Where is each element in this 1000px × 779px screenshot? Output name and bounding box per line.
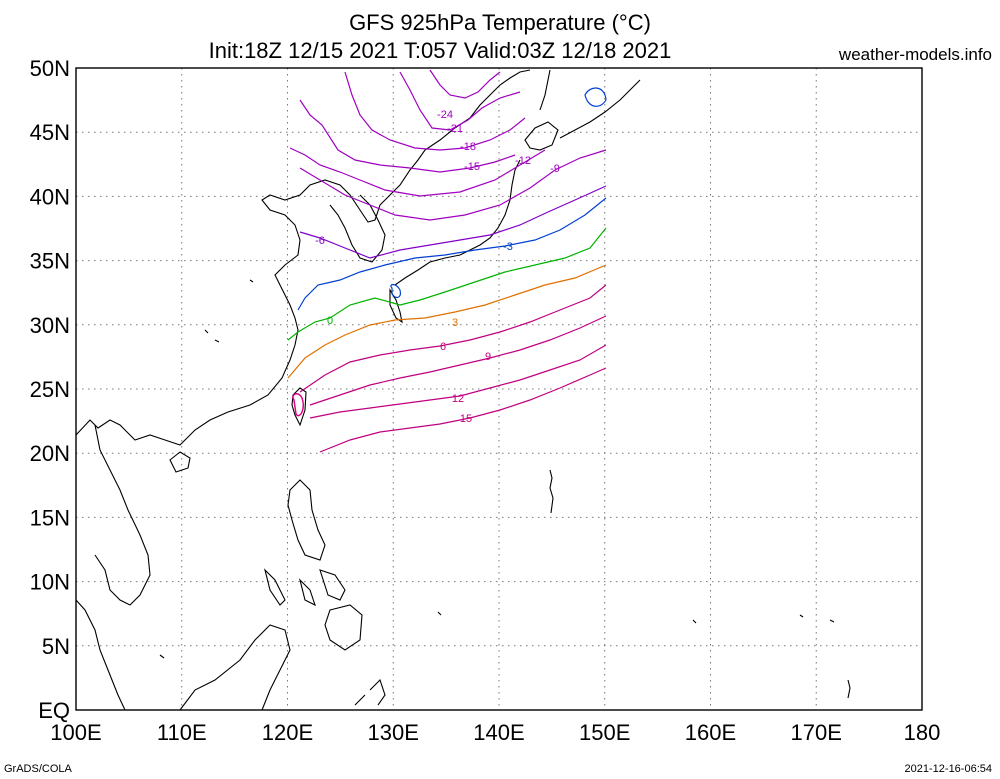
coastline-sulawesi — [354, 678, 386, 706]
map-title: GFS 925hPa Temperature (°C) — [349, 10, 651, 35]
contour-line — [299, 284, 607, 393]
contour-line — [299, 185, 607, 259]
coastline-sakhalin-kuril — [539, 69, 641, 139]
footer-timestamp: 2021-12-16-06:54 — [904, 763, 992, 775]
contour-kyushu-closed — [390, 283, 401, 299]
lat-tick-label: EQ — [38, 698, 70, 723]
lon-tick-label: 100E — [50, 720, 101, 745]
contour-taiwan-closed — [292, 393, 305, 417]
contour-line — [299, 99, 516, 173]
contour-label: -3 — [503, 241, 513, 253]
coastline-small-islands — [159, 279, 851, 699]
footer-software: GrADS/COLA — [4, 763, 72, 775]
lon-tick-label: 120E — [262, 720, 313, 745]
coastline-taiwan — [291, 387, 307, 427]
contour-label: 6 — [440, 341, 446, 353]
lon-tick-label: 130E — [368, 720, 419, 745]
coastlines — [75, 69, 851, 711]
contour-label: 9 — [485, 351, 491, 363]
contour-line — [297, 197, 607, 311]
contour-label: -24 — [437, 109, 453, 121]
coastline-borneo — [179, 624, 291, 711]
contour-label: 15 — [460, 413, 472, 425]
lat-tick-label: 5N — [42, 634, 70, 659]
coastline-philippines-visayas — [298, 569, 346, 607]
coastline-indochina — [75, 424, 151, 711]
contour-north-closed — [584, 87, 607, 107]
temperature-contours — [287, 69, 607, 453]
contour-line — [309, 315, 607, 406]
lat-tick-label: 30N — [30, 313, 70, 338]
contour-line — [287, 227, 607, 341]
contour-line — [399, 71, 521, 131]
brand-label: weather-models.info — [838, 45, 992, 64]
coastline-philippines-luzon — [287, 479, 326, 561]
lat-tick-label: 25N — [30, 377, 70, 402]
lat-tick-label: 45N — [30, 120, 70, 145]
contour-line — [344, 71, 526, 151]
lon-tick-label: 160E — [685, 720, 736, 745]
contour-label: -15 — [464, 161, 480, 173]
contour-line — [309, 344, 607, 419]
contour-line — [319, 367, 607, 453]
graticule — [76, 68, 922, 710]
lat-tick-label: 50N — [30, 56, 70, 81]
contour-line — [299, 149, 607, 221]
coastline-japan-honshu — [394, 159, 521, 286]
lon-tick-label: 140E — [473, 720, 524, 745]
lon-tick-label: 170E — [791, 720, 842, 745]
contour-label: -6 — [315, 235, 325, 247]
coastline-japan-hokkaido — [524, 121, 559, 151]
contour-label: 0 — [327, 315, 333, 327]
contour-label: -21 — [447, 123, 463, 135]
lat-tick-label: 20N — [30, 441, 70, 466]
coastline-japan-kyushu — [389, 288, 403, 324]
lat-tick-label: 40N — [30, 184, 70, 209]
coastline-palawan — [263, 568, 286, 606]
contour-line — [287, 264, 607, 379]
contour-labels: -24 -21 -18 -15 -12 -9 -6 -3 0 36 9 12 15 — [315, 109, 560, 425]
contour-line — [289, 147, 546, 197]
coastline-philippines-mindanao — [324, 604, 363, 651]
lon-tick-label: 110E — [157, 720, 207, 745]
lon-tick-label: 150E — [579, 720, 630, 745]
contour-line — [429, 69, 501, 99]
coastline-asia-mainland — [75, 69, 531, 446]
lon-tick-label: 180 — [904, 720, 941, 745]
contour-label: 3 — [452, 317, 458, 329]
contour-label: -18 — [460, 141, 476, 153]
contour-label: -9 — [550, 163, 560, 175]
contour-label: -12 — [515, 155, 531, 167]
lat-tick-label: 10N — [30, 570, 70, 595]
lat-tick-label: 15N — [30, 505, 70, 530]
coastline-korea — [329, 194, 386, 263]
contour-label: 12 — [452, 393, 464, 405]
coastline-hainan — [169, 451, 191, 473]
map-subtitle: Init:18Z 12/15 2021 T:057 Valid:03Z 12/1… — [208, 38, 672, 63]
map-frame — [75, 67, 923, 711]
lat-tick-label: 35N — [30, 249, 70, 274]
